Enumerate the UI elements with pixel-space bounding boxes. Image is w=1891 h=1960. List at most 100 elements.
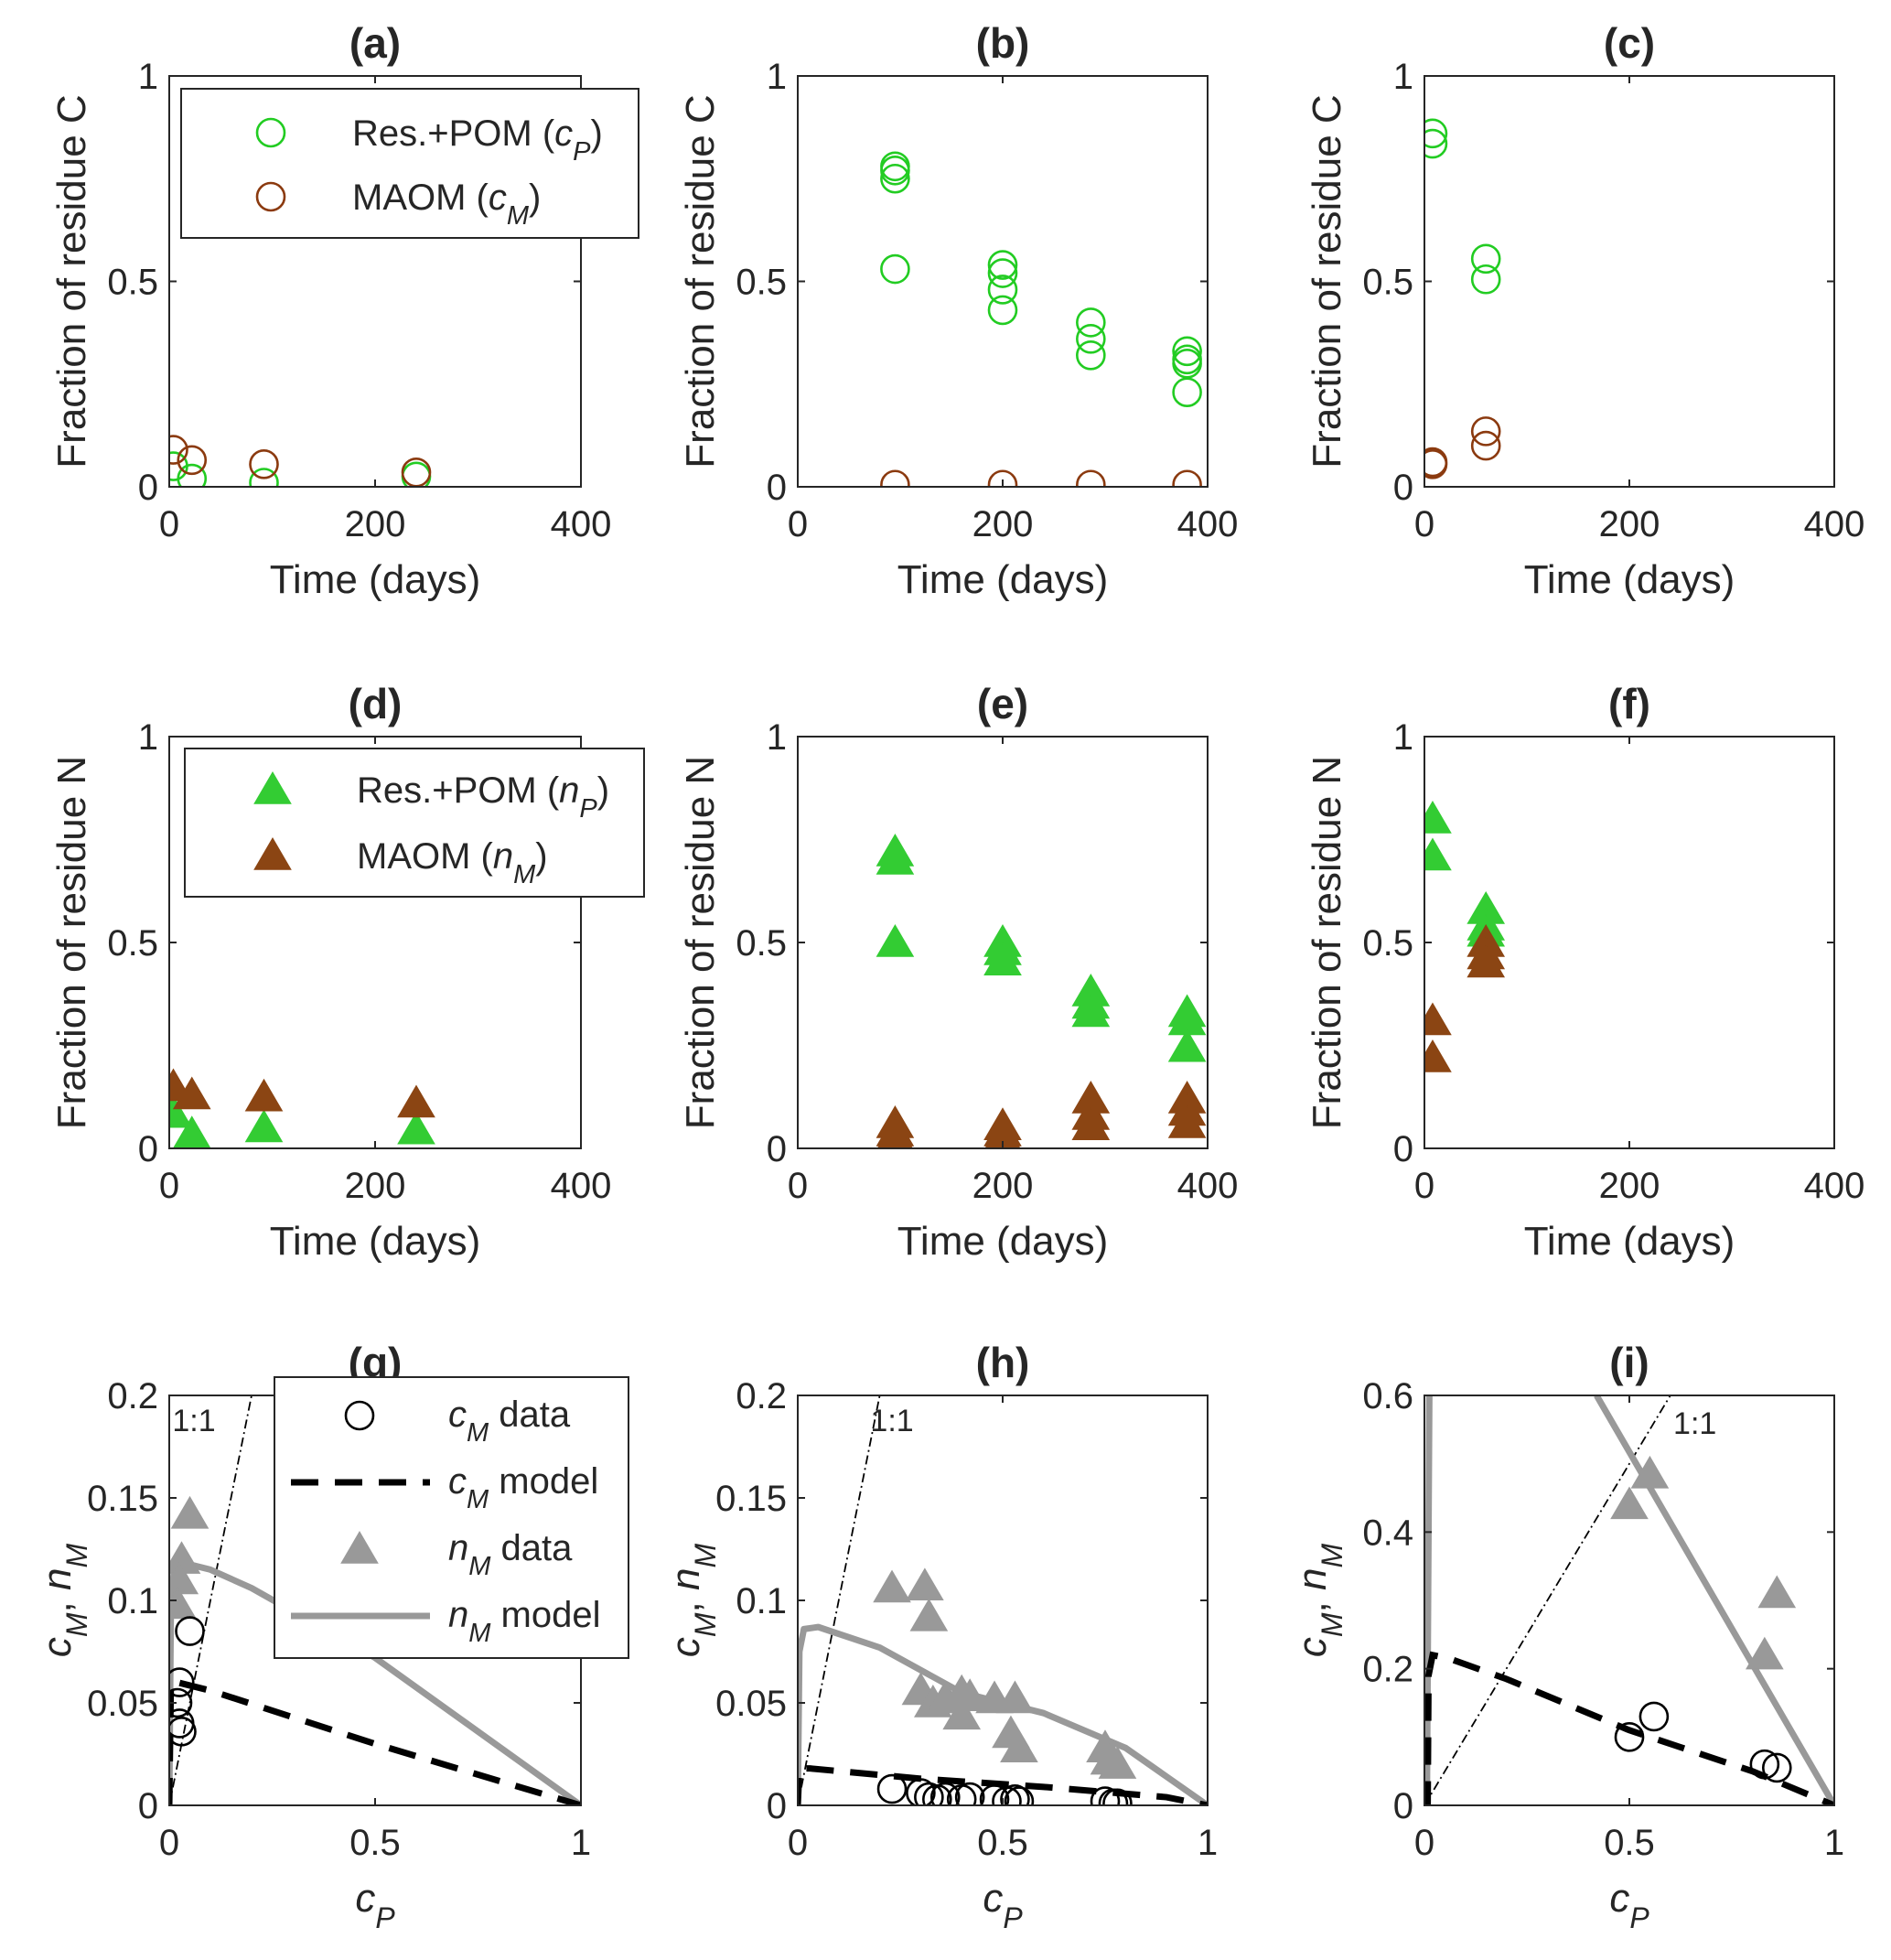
x-tick-label: 200 <box>345 504 406 544</box>
data-point <box>987 469 1018 487</box>
panel-title: (i) <box>1609 1339 1649 1386</box>
y-tick-label: 0 <box>1393 1129 1413 1169</box>
legend-label: nM model <box>448 1595 600 1648</box>
axes-frame <box>1424 736 1835 1149</box>
axes-frame <box>168 736 582 1149</box>
data-point <box>987 250 1018 280</box>
x-tick-label: 400 <box>551 1166 612 1206</box>
one-to-one-label: 1:1 <box>172 1404 215 1438</box>
data-point <box>1424 801 1452 834</box>
x-tick-label: 0 <box>1414 1166 1434 1206</box>
legend-marker <box>253 771 292 804</box>
y-axis-label: Fraction of residue N <box>678 756 723 1129</box>
plot-area <box>798 1395 1208 1805</box>
data-point <box>1424 837 1452 871</box>
panel-title: (h) <box>976 1339 1030 1386</box>
x-tick-label: 0 <box>159 504 179 544</box>
data-point <box>1071 1107 1111 1140</box>
y-tick-label: 0 <box>138 468 158 508</box>
data-point <box>1470 416 1501 447</box>
data-point <box>1172 469 1202 487</box>
data-point <box>880 163 910 194</box>
panel-h: (h) 0 0.5 1 0 0.05 0.1 0.15 0.2 cP cM, nM 1:1 <box>663 1339 1218 1934</box>
y-tick-label: 0 <box>767 1129 787 1169</box>
x-tick-label: 0.5 <box>977 1823 1028 1863</box>
x-tick-label: 400 <box>1177 1166 1239 1206</box>
panel-title: (b) <box>976 19 1030 67</box>
data-point <box>169 451 188 481</box>
y-tick-label: 0.2 <box>1362 1650 1413 1690</box>
y-tick-label: 0.5 <box>736 923 787 964</box>
y-tick-label: 1 <box>767 57 787 97</box>
y-tick-label: 0.2 <box>736 1376 787 1416</box>
legend-label: cM model <box>448 1461 598 1514</box>
legend-g: cM data cM model nM data nM model <box>274 1376 629 1659</box>
data-point <box>1076 340 1106 371</box>
data-point <box>1470 264 1501 295</box>
y-tick-label: 1 <box>1393 717 1413 758</box>
one-to-one-line <box>1424 1395 1671 1805</box>
data-point <box>1470 430 1501 461</box>
legend-label: nM data <box>448 1528 573 1581</box>
data-point <box>177 445 208 476</box>
x-tick-label: 0 <box>159 1166 179 1206</box>
one-to-one-label: 1:1 <box>1673 1406 1716 1441</box>
y-tick-label: 1 <box>138 57 158 97</box>
panel-f: (f) 0 200 400 0 0.5 1 Time (days) Fraction of re… <box>1305 680 1864 1264</box>
cM-data-point <box>169 1717 197 1747</box>
data-point <box>1076 307 1106 338</box>
y-tick-label: 0.05 <box>715 1684 787 1724</box>
panel-d: (d) 0 200 400 0 0.5 1 Time (days) Fraction of re… <box>49 680 611 1264</box>
cM-data-point <box>914 1782 944 1805</box>
data-point <box>880 253 910 285</box>
legend-label: cM data <box>448 1395 571 1448</box>
one-to-one-line <box>798 1395 881 1805</box>
data-point <box>983 942 1022 975</box>
cM-data-point <box>979 1783 1010 1805</box>
data-point <box>172 1076 211 1110</box>
cM-data-point <box>1004 1786 1035 1805</box>
x-tick-label: 1 <box>1198 1823 1218 1863</box>
x-tick-label: 0 <box>159 1823 179 1863</box>
legend-label: MAOM (nM) <box>357 836 548 889</box>
cM-data-point <box>169 1687 193 1718</box>
cM-data-point <box>954 1782 985 1805</box>
y-tick-label: 0 <box>767 1786 787 1826</box>
x-tick-label: 0 <box>1414 504 1434 544</box>
legend-frame <box>184 748 645 898</box>
plot-area <box>1424 801 1506 1072</box>
legend-label: MAOM (cM) <box>352 178 541 231</box>
legend-label: Res.+POM (cP) <box>352 113 603 167</box>
y-tick-label: 0.15 <box>715 1479 787 1519</box>
data-point <box>987 275 1018 305</box>
data-point <box>880 155 910 186</box>
data-point <box>1424 1002 1452 1036</box>
x-axis-label: Time (days) <box>897 557 1109 602</box>
x-axis-label: cP <box>1609 1876 1649 1934</box>
data-point <box>876 842 915 875</box>
y-tick-label: 0.2 <box>107 1376 158 1416</box>
x-tick-label: 400 <box>1177 504 1239 544</box>
data-point <box>249 449 279 479</box>
x-axis-label: Time (days) <box>897 1219 1109 1264</box>
cM-data-point <box>1614 1722 1645 1752</box>
legend-marker <box>255 117 286 148</box>
x-tick-label: 400 <box>551 504 612 544</box>
x-tick-label: 1 <box>571 1823 591 1863</box>
legend-marker <box>340 1531 379 1564</box>
cM-data-point <box>1102 1788 1133 1805</box>
y-axis-label: Fraction of residue N <box>1305 756 1349 1129</box>
x-tick-label: 0 <box>788 1823 808 1863</box>
panel-title: (a) <box>349 19 401 67</box>
x-tick-label: 200 <box>972 1166 1034 1206</box>
data-point <box>1076 469 1106 487</box>
data-point <box>1172 377 1202 408</box>
data-point <box>177 463 208 487</box>
data-point <box>169 1094 193 1128</box>
data-point <box>987 295 1018 326</box>
panel-title: (f) <box>1608 680 1650 727</box>
y-tick-label: 1 <box>138 717 158 758</box>
y-tick-label: 0.5 <box>736 263 787 303</box>
data-point <box>876 924 915 957</box>
